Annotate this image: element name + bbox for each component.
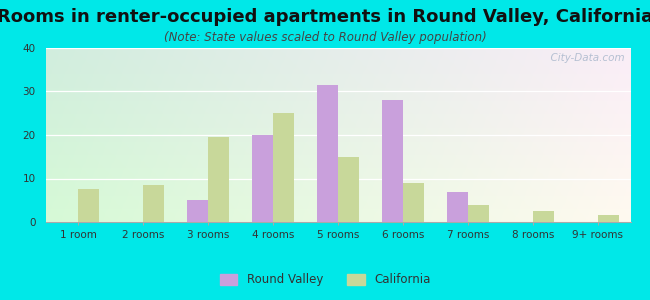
Text: (Note: State values scaled to Round Valley population): (Note: State values scaled to Round Vall… [164,32,486,44]
Text: City-Data.com: City-Data.com [544,53,625,63]
Bar [338,157,359,222]
Bar [403,183,424,222]
Legend: Round Valley, California: Round Valley, California [215,269,435,291]
Text: Rooms in renter-occupied apartments in Round Valley, California: Rooms in renter-occupied apartments in R… [0,8,650,26]
Bar [598,215,619,222]
Bar [317,85,338,222]
Bar [208,137,229,222]
Bar [447,191,468,222]
Bar [382,100,403,222]
Bar [187,200,208,222]
Bar [252,135,273,222]
Bar [533,211,554,222]
Bar [78,189,99,222]
Bar [468,205,489,222]
Bar [273,113,294,222]
Bar [143,185,164,222]
